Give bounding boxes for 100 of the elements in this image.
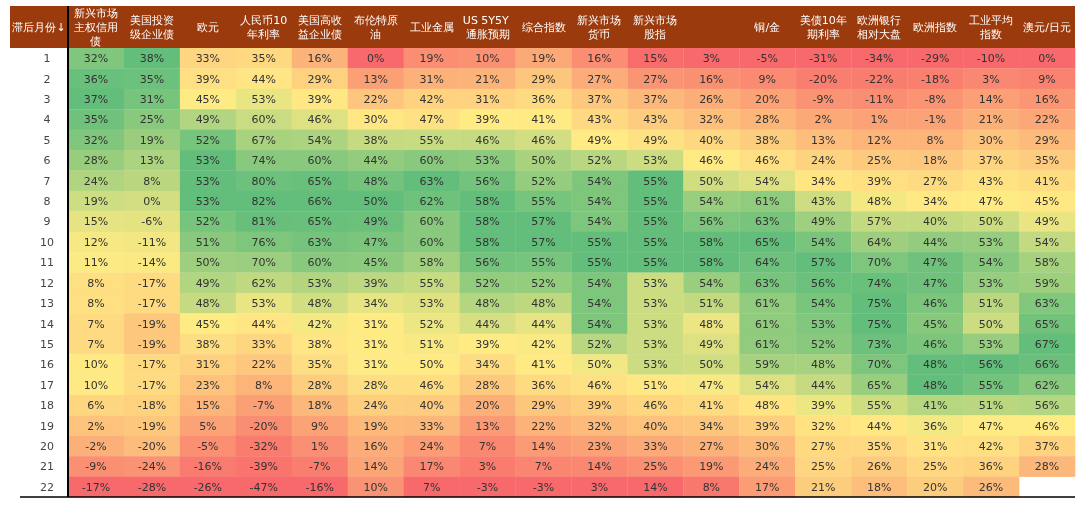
data-label: 26% xyxy=(866,460,892,474)
data-label: 46% xyxy=(755,154,780,168)
data-label: 55% xyxy=(978,378,1004,392)
data-label: -19% xyxy=(137,337,167,351)
data-label: 60% xyxy=(419,235,444,249)
data-label: -31% xyxy=(809,52,838,66)
data-label: 47% xyxy=(699,378,724,392)
data-label: 58% xyxy=(699,235,724,249)
data-label: 0% xyxy=(366,52,385,66)
data-label: 14% xyxy=(531,439,556,453)
data-label: 49% xyxy=(195,113,221,127)
data-label: 51% xyxy=(419,337,444,351)
data-label: -19% xyxy=(137,317,167,331)
data-label: -18% xyxy=(920,72,950,86)
y-tick-label: 12 xyxy=(40,276,54,290)
data-label: 17% xyxy=(755,480,780,494)
data-label: 75% xyxy=(866,317,892,331)
data-label: 38% xyxy=(195,337,221,351)
data-label: 44% xyxy=(251,72,277,86)
data-label: -6% xyxy=(141,215,163,229)
data-label: 50% xyxy=(587,358,612,372)
data-label: 3% xyxy=(590,480,609,494)
data-label: 54% xyxy=(307,133,332,147)
data-label: -5% xyxy=(197,439,219,453)
data-label: 60% xyxy=(307,154,332,168)
x-tick-label: 工业平均指数 xyxy=(969,14,1014,41)
x-tick-label: 新兴市场货币 xyxy=(577,14,622,41)
data-label: 53% xyxy=(251,93,277,107)
data-label: 50% xyxy=(699,174,724,188)
data-label: 31% xyxy=(195,358,221,372)
data-label: 53% xyxy=(251,297,277,311)
data-label: 5% xyxy=(199,419,217,433)
data-label: 27% xyxy=(811,439,836,453)
data-label: 31% xyxy=(363,358,388,372)
data-label: 21% xyxy=(811,480,836,494)
data-label: 55% xyxy=(643,256,668,270)
data-label: 54% xyxy=(978,256,1004,270)
data-label: 34% xyxy=(475,358,500,372)
y-tick-label: 20 xyxy=(40,439,54,453)
data-label: 45% xyxy=(363,256,388,270)
data-label: 51% xyxy=(643,378,668,392)
data-label: 66% xyxy=(1034,358,1060,372)
data-label: 16% xyxy=(699,72,724,86)
data-label: 65% xyxy=(866,378,892,392)
data-label: -2% xyxy=(85,439,107,453)
data-label: 37% xyxy=(1034,439,1060,453)
data-label: 74% xyxy=(251,154,277,168)
data-label: 19% xyxy=(699,460,724,474)
data-label: -32% xyxy=(249,439,279,453)
data-label: 44% xyxy=(811,378,836,392)
data-label: 40% xyxy=(699,133,724,147)
data-label: 25% xyxy=(643,460,668,474)
data-label: 22% xyxy=(363,93,388,107)
data-label: 62% xyxy=(419,195,444,209)
data-label: 31% xyxy=(139,93,165,107)
data-label: 51% xyxy=(978,297,1004,311)
data-label: 60% xyxy=(251,113,277,127)
data-label: 14% xyxy=(587,460,612,474)
data-label: 53% xyxy=(643,358,668,372)
x-tick-label: 新兴市场股指 xyxy=(633,14,678,41)
data-label: 10% xyxy=(83,378,109,392)
y-tick-label: 9 xyxy=(43,215,51,229)
data-label: 57% xyxy=(866,215,892,229)
x-tick-label: 欧洲指数 xyxy=(913,21,958,34)
data-label: 27% xyxy=(922,174,948,188)
data-label: 49% xyxy=(699,337,724,351)
data-label: 58% xyxy=(419,256,444,270)
data-label: 42% xyxy=(531,337,556,351)
data-label: 48% xyxy=(475,297,500,311)
data-label: 81% xyxy=(251,215,277,229)
data-label: 62% xyxy=(251,276,277,290)
data-label: -3% xyxy=(532,480,555,494)
x-tick-label: 美国投资级企业债 xyxy=(129,14,174,41)
data-label: 63% xyxy=(307,235,332,249)
data-label: 53% xyxy=(643,317,668,331)
data-label: 0% xyxy=(1038,52,1056,66)
data-label: 61% xyxy=(755,195,780,209)
data-label: 56% xyxy=(699,215,724,229)
data-label: 9% xyxy=(1038,72,1056,86)
data-label: 56% xyxy=(978,358,1004,372)
data-label: -17% xyxy=(81,480,111,494)
data-label: 12% xyxy=(83,235,109,249)
x-tick-label: 欧元 xyxy=(196,21,219,34)
data-label: -7% xyxy=(253,399,275,413)
data-label: 67% xyxy=(1034,337,1060,351)
data-label: 24% xyxy=(83,174,109,188)
data-label: 61% xyxy=(755,297,780,311)
data-label: 53% xyxy=(643,154,668,168)
data-label: 35% xyxy=(139,72,165,86)
data-label: 8% xyxy=(87,297,105,311)
data-label: 8% xyxy=(143,174,161,188)
data-label: 23% xyxy=(587,439,612,453)
data-label: 65% xyxy=(307,174,332,188)
data-label: 20% xyxy=(475,399,500,413)
data-label: 21% xyxy=(978,113,1004,127)
data-label: 26% xyxy=(699,93,724,107)
data-label: 52% xyxy=(531,276,556,290)
data-label: 8% xyxy=(702,480,721,494)
data-label: 15% xyxy=(643,52,668,66)
data-label: -19% xyxy=(137,419,167,433)
